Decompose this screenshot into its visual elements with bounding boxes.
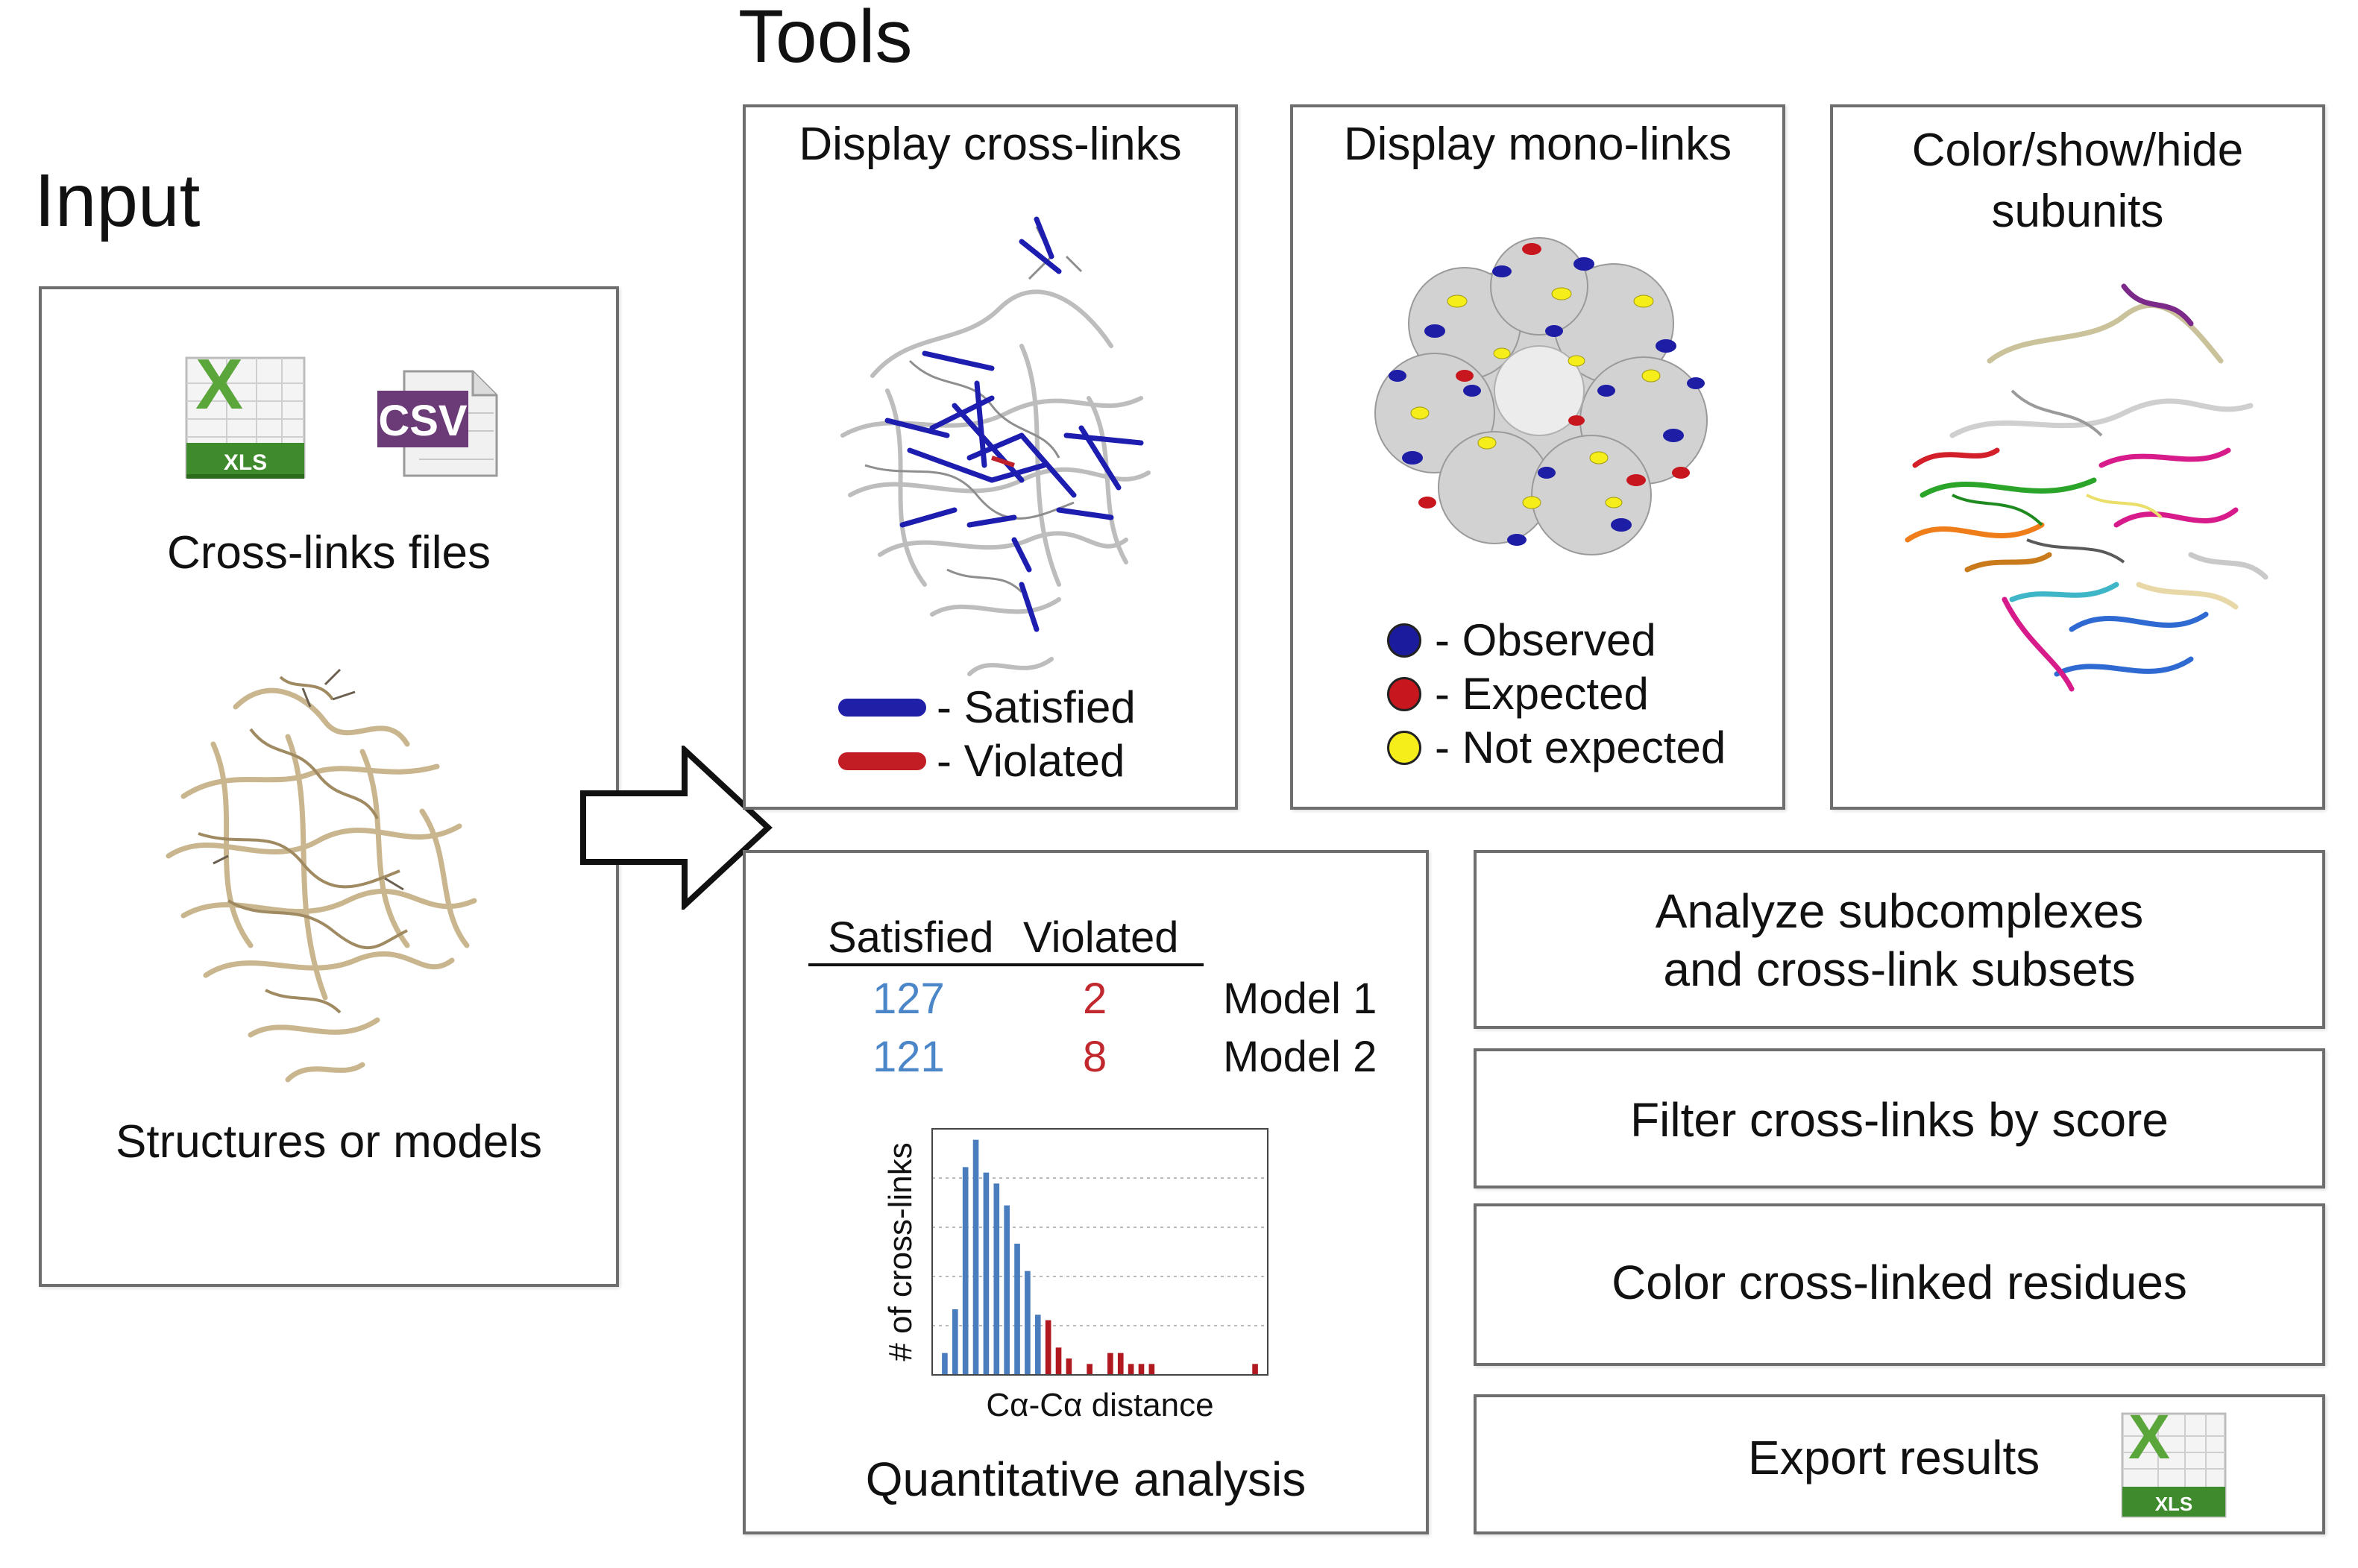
structures-label: Structures or models [116,1116,542,1168]
histogram-bar [1034,1314,1041,1375]
protein-structure-image [139,662,512,1109]
table-header-violated: Violated [1023,913,1179,962]
histogram-bar [983,1172,990,1375]
legend-observed: - Observed [1387,614,1656,666]
row1-violated: 2 [1083,975,1107,1023]
subcomplexes-box: Analyze subcomplexes and cross-link subs… [1474,850,2325,1029]
legend-satisfied-label: - Satisfied [937,682,1136,732]
histogram-bar [1107,1353,1113,1375]
crosslinks-structure-image [798,212,1186,749]
color-residues-label: Color cross-linked residues [1612,1256,2187,1309]
svg-text:CSV: CSV [378,397,468,445]
expected-dot [1387,676,1421,711]
histogram-bar [952,1309,958,1375]
xls-file-icon: X XLS [182,344,309,483]
histogram-bar [1045,1320,1051,1375]
tools-heading: Tools [738,0,913,78]
subunits-title-line1: Color/show/hide [1911,125,2244,176]
histogram-bar [1252,1364,1258,1375]
quantitative-panel: Satisfied Violated 127 2 Model 1 121 8 M… [743,850,1429,1534]
svg-text:X: X [2128,1411,2170,1472]
flow-arrow [580,743,776,913]
filter-label: Filter cross-links by score [1630,1093,2169,1147]
monolinks-surface-image [1353,219,1726,570]
histogram-bar [972,1139,979,1375]
histogram-bar [1148,1364,1155,1375]
row1-satisfied: 127 [873,975,945,1023]
histogram-bar [942,1353,948,1375]
subcomplexes-line2: and cross-link subsets [1663,942,2136,996]
legend-not-expected: - Not expected [1387,722,1726,773]
monolinks-panel-title: Display mono-links [1343,119,1732,170]
histogram-bar [1055,1347,1062,1375]
cross-links-files-label: Cross-links files [166,527,491,579]
histogram-bar [1004,1205,1010,1375]
histogram-bar [993,1183,1000,1375]
row2-violated: 8 [1083,1033,1107,1081]
histogram-bar [1066,1358,1072,1375]
satisfied-swatch [838,698,926,717]
legend-violated: - Violated [838,735,1125,787]
legend-expected: - Expected [1387,668,1649,720]
histogram-frame [931,1128,1268,1376]
svg-text:X: X [195,355,243,424]
histogram-bar [1014,1244,1020,1375]
histogram-bar [1087,1364,1092,1375]
legend-observed-label: - Observed [1435,615,1656,665]
subunits-structure-image [1878,271,2295,778]
display-crosslinks-panel: Display cross-links [743,104,1238,810]
svg-text:XLS: XLS [224,450,267,475]
display-monolinks-panel: Display mono-links [1290,104,1785,810]
not-expected-dot [1387,730,1421,765]
histogram-bar [1138,1364,1145,1375]
input-panel: X XLS CSV Cross-links files [39,286,619,1287]
export-box: Export results X XLS [1474,1394,2325,1534]
filter-box: Filter cross-links by score [1474,1048,2325,1188]
row2-model: Model 2 [1223,1033,1377,1081]
crosslinks-panel-title: Display cross-links [799,119,1182,170]
row1-model: Model 1 [1223,975,1377,1023]
table-header-rule [808,963,1204,966]
histogram-bar [1025,1271,1031,1375]
input-heading: Input [34,159,201,242]
export-xls-icon: X XLS [2118,1402,2230,1523]
histogram-xlabel: Cα-Cα distance [986,1387,1213,1423]
histogram-bar [1117,1353,1124,1375]
histogram-bar [962,1167,969,1375]
histogram-ylabel: # of cross-links [882,1142,919,1361]
legend-expected-label: - Expected [1435,669,1649,719]
subcomplexes-line1: Analyze subcomplexes [1655,884,2144,938]
color-residues-box: Color cross-linked residues [1474,1203,2325,1366]
svg-text:XLS: XLS [2155,1493,2193,1515]
legend-not-expected-label: - Not expected [1435,722,1726,772]
export-label: Export results [1748,1431,2040,1484]
legend-satisfied: - Satisfied [838,681,1136,733]
violated-swatch [838,752,926,770]
histogram-bar [1128,1364,1134,1375]
subunits-title-line2: subunits [1991,186,2164,237]
distance-histogram: # of cross-links Cα-Cα distance [873,1121,1290,1435]
observed-dot [1387,623,1421,658]
quantitative-title: Quantitative analysis [865,1452,1307,1506]
legend-violated-label: - Violated [937,736,1125,786]
table-header-satisfied: Satisfied [828,913,994,962]
csv-file-icon: CSV [374,368,501,480]
subunits-panel: Color/show/hide subunits [1830,104,2325,810]
row2-satisfied: 121 [873,1033,945,1081]
results-table: Satisfied Violated 127 2 Model 1 121 8 M… [746,853,1426,1151]
